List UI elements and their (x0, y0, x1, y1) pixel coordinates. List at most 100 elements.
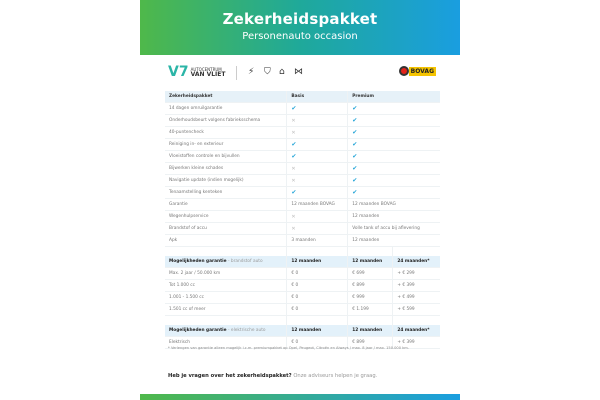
table-cell: € 899 (347, 336, 393, 349)
table-cell: + € 399 (392, 336, 440, 349)
check-icon: ✔ (352, 141, 358, 148)
divider (236, 66, 237, 80)
table-cell: 14 dagen omruilgarantie (165, 102, 287, 115)
check-icon: ✔ (291, 141, 297, 148)
table-cell: ✔ (347, 114, 440, 127)
table-cell: € 699 (347, 267, 393, 280)
table-cell: ✔ (347, 186, 440, 199)
table-cell: 24 maanden* (392, 325, 440, 337)
footnote: * Verlengen van garantie alleen mogelijk… (168, 346, 409, 350)
dealer-name-line2: VAN VLIET (190, 71, 226, 78)
table-cell: 24 maanden* (392, 256, 440, 268)
table-cell: Navigatie update (indien mogelijk) (165, 174, 287, 187)
table-cell: + € 299 (392, 267, 440, 280)
table-cell: ✔ (347, 150, 440, 163)
table-row: 1.001 - 1.500 cc € 0 € 999 + € 499 (165, 291, 440, 304)
table-cell: 3 maanden (286, 234, 348, 247)
ds-icon: ⋈ (294, 67, 303, 77)
check-icon: ✔ (352, 177, 358, 184)
table-cell: 40-puntencheck (165, 126, 287, 139)
table-cell: Tenaamstelling kenteken (165, 186, 287, 199)
table-row: 1.501 cc of meer € 0 € 1.199 + € 599 (165, 303, 440, 316)
check-icon: ✔ (291, 105, 297, 112)
table-cell: ✔ (347, 126, 440, 139)
cross-icon: ✕ (291, 165, 296, 172)
check-icon: ✔ (352, 105, 358, 112)
page-title: Zekerheidspakket (222, 10, 378, 28)
table-cell: Reiniging in- en exterieur (165, 138, 287, 151)
table-cell: € 0 (286, 267, 348, 280)
table-cell: Premium (347, 91, 440, 103)
cross-icon: ✕ (291, 117, 296, 124)
cross-icon: ✕ (291, 225, 296, 232)
question-line: Heb je vragen over het zekerheidspakket?… (168, 373, 378, 379)
table-cell: Basis (286, 91, 348, 103)
table-row: Tenaamstelling kenteken ✔ ✔ (165, 186, 440, 199)
table-cell: 12 maanden (347, 325, 393, 337)
table-cell: Mogelijkheden garantie - elektrische aut… (165, 325, 287, 337)
table-row: Garantie 12 maanden BOVAG 12 maanden BOVAG (165, 198, 440, 211)
table-cell: € 0 (286, 279, 348, 292)
table-cell: 12 maanden (286, 325, 348, 337)
table-cell: Elektrisch (165, 336, 287, 349)
cross-icon: ✕ (291, 129, 296, 136)
dealer-name-line1: AUTOCENTRUM (190, 67, 222, 72)
table-cell: 12 maanden (347, 234, 440, 247)
table-cell: Apk (165, 234, 287, 247)
table-cell: 12 maanden BOVAG (286, 198, 348, 211)
table-cell: ✕ (286, 222, 348, 235)
table-cell: 12 maanden (347, 256, 393, 268)
table-row: 14 dagen omruilgarantie ✔ ✔ (165, 102, 440, 115)
table-row: Reiniging in- en exterieur ✔ ✔ (165, 138, 440, 151)
check-icon: ✔ (352, 117, 358, 124)
check-icon: ✔ (352, 189, 358, 196)
table-row: Bijwerken kleine schades ✕ ✔ (165, 162, 440, 175)
table-cell: Onderhoudsbeurt volgens fabrieksschema (165, 114, 287, 127)
footer-bar (140, 394, 460, 400)
section-header: Mogelijkheden garantie - brandstof auto 1… (165, 256, 440, 268)
table-cell: Mogelijkheden garantie - brandstof auto (165, 256, 287, 268)
table-cell: ✕ (286, 210, 348, 223)
table-row: Brandstof of accu ✕ Volle tank of accu bij… (165, 222, 440, 235)
table-header: Zekerheidspakket Basis Premium (165, 91, 440, 103)
table-row: Wegenhulpservice ✕ 12 maanden (165, 210, 440, 223)
table-cell: + € 399 (392, 279, 440, 292)
table-row: Vloeistoffen controle en bijvullen ✔ ✔ (165, 150, 440, 163)
section-header: Mogelijkheden garantie - elektrische aut… (165, 325, 440, 337)
table-cell: ✔ (286, 186, 348, 199)
table-row: Onderhoudsbeurt volgens fabrieksschema ✕ ✔ (165, 114, 440, 127)
table-cell: Max. 2 jaar / 50.000 km (165, 267, 287, 280)
table-cell: 1.001 - 1.500 cc (165, 291, 287, 304)
logo-bar: V7 AUTOCENTRUM VAN VLIET ⚡ ⛉ ⌂ ⋈ BOVAG (168, 64, 436, 82)
table-cell: 12 maanden BOVAG (347, 198, 440, 211)
table-cell: Garantie (165, 198, 287, 211)
table-cell: € 0 (286, 303, 348, 316)
table-row: 40-puntencheck ✕ ✔ (165, 126, 440, 139)
table-cell: 1.501 cc of meer (165, 303, 287, 316)
table-cell: € 0 (286, 336, 348, 349)
opel-icon: ⚡ (248, 67, 255, 77)
table-cell: ✔ (286, 102, 348, 115)
table-cell: ✔ (286, 150, 348, 163)
table-cell: ✔ (347, 162, 440, 175)
table-cell: Brandstof of accu (165, 222, 287, 235)
table-cell: ✔ (347, 174, 440, 187)
peugeot-icon: ⛉ (264, 67, 271, 77)
check-icon: ✔ (352, 129, 358, 136)
table-cell: 12 maanden (347, 210, 440, 223)
table-cell: ✕ (286, 174, 348, 187)
table-cell: Zekerheidspakket (165, 91, 287, 103)
table-row: Elektrisch € 0 € 899 + € 399 (165, 336, 440, 349)
cross-icon: ✕ (291, 213, 296, 220)
table-cell: + € 599 (392, 303, 440, 316)
dealer-logo: V7 AUTOCENTRUM VAN VLIET (168, 64, 225, 80)
table-cell: Vloeistoffen controle en bijvullen (165, 150, 287, 163)
package-table: Zekerheidspakket Basis Premium 14 dagen omr… (165, 91, 440, 349)
table-cell: 12 maanden (286, 256, 348, 268)
check-icon: ✔ (291, 153, 297, 160)
table-cell: ✔ (347, 102, 440, 115)
table-cell: Wegenhulpservice (165, 210, 287, 223)
table-cell: + € 499 (392, 291, 440, 304)
table-cell: ✕ (286, 114, 348, 127)
check-icon: ✔ (352, 165, 358, 172)
